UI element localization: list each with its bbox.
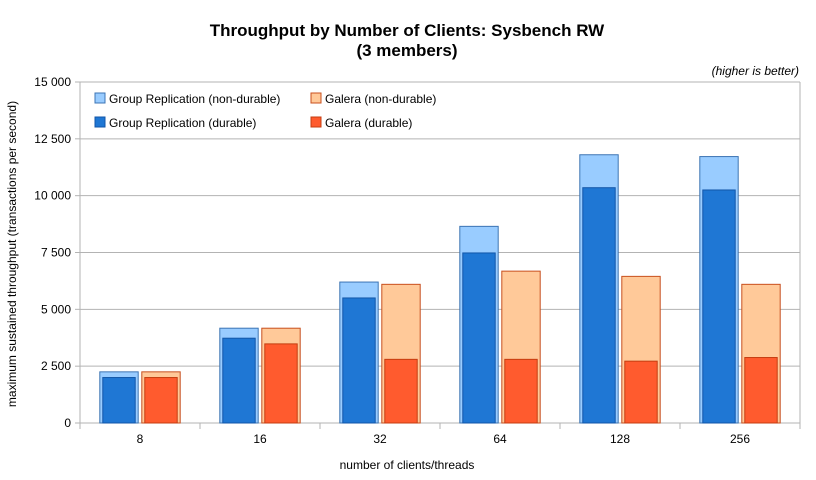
y-tick-label: 12 500 — [34, 132, 71, 146]
bar-galera-durable-16 — [264, 343, 298, 424]
bar-group-replication-durable-16 — [222, 337, 256, 424]
bar-group-replication-durable-32 — [342, 297, 376, 424]
gridlines — [75, 81, 801, 429]
x-axis-label: number of clients/threads — [340, 458, 475, 472]
chart-title: Throughput by Number of Clients: Sysbenc… — [210, 21, 605, 40]
legend-swatch-galera-non-durable — [310, 92, 322, 104]
legend-label-galera-durable: Galera (durable) — [325, 116, 412, 130]
y-tick-label: 5 000 — [41, 302, 71, 316]
bars — [99, 154, 781, 424]
x-tick-label: 8 — [137, 432, 144, 446]
x-tick-label: 64 — [493, 432, 507, 446]
legend-label-group-replication-durable: Group Replication (durable) — [109, 116, 256, 130]
bar-group-replication-durable-64 — [462, 252, 496, 424]
y-axis-label: maximum sustained throughput (transactio… — [5, 101, 19, 407]
x-tick-label: 128 — [610, 432, 630, 446]
bar-galera-durable-128 — [624, 360, 658, 424]
x-tick-label: 32 — [373, 432, 387, 446]
chart-subtitle: (3 members) — [356, 41, 457, 60]
higher-is-better-note: (higher is better) — [712, 64, 799, 78]
legend-label-group-replication-non-durable: Group Replication (non-durable) — [109, 92, 280, 106]
bar-galera-durable-8 — [144, 377, 178, 424]
legend-swatch-galera-durable — [310, 116, 322, 128]
x-tick-label: 256 — [730, 432, 750, 446]
y-tick-label: 10 000 — [34, 189, 71, 203]
legend-label-galera-non-durable: Galera (non-durable) — [325, 92, 436, 106]
y-tick-label: 15 000 — [34, 75, 71, 89]
legend-swatch-group-replication-non-durable — [94, 92, 106, 104]
bar-galera-durable-256 — [744, 357, 778, 424]
bar-group-replication-durable-8 — [102, 377, 136, 424]
bar-group-replication-durable-256 — [702, 189, 736, 424]
y-tick-labels: 0 2 500 5 000 7 500 10 000 12 500 15 000 — [34, 75, 71, 430]
legend-swatch-group-replication-durable — [94, 116, 106, 128]
bar-galera-durable-64 — [504, 358, 538, 424]
y-tick-label: 7 500 — [41, 246, 71, 260]
bar-group-replication-durable-128 — [582, 187, 616, 424]
y-tick-label: 2 500 — [41, 359, 71, 373]
legend: Group Replication (non-durable) Galera (n… — [94, 92, 436, 130]
bar-galera-durable-32 — [384, 358, 418, 424]
x-tick-labels: 8 16 32 64 128 256 — [137, 432, 751, 446]
y-tick-label: 0 — [64, 416, 71, 430]
x-tick-label: 16 — [253, 432, 267, 446]
